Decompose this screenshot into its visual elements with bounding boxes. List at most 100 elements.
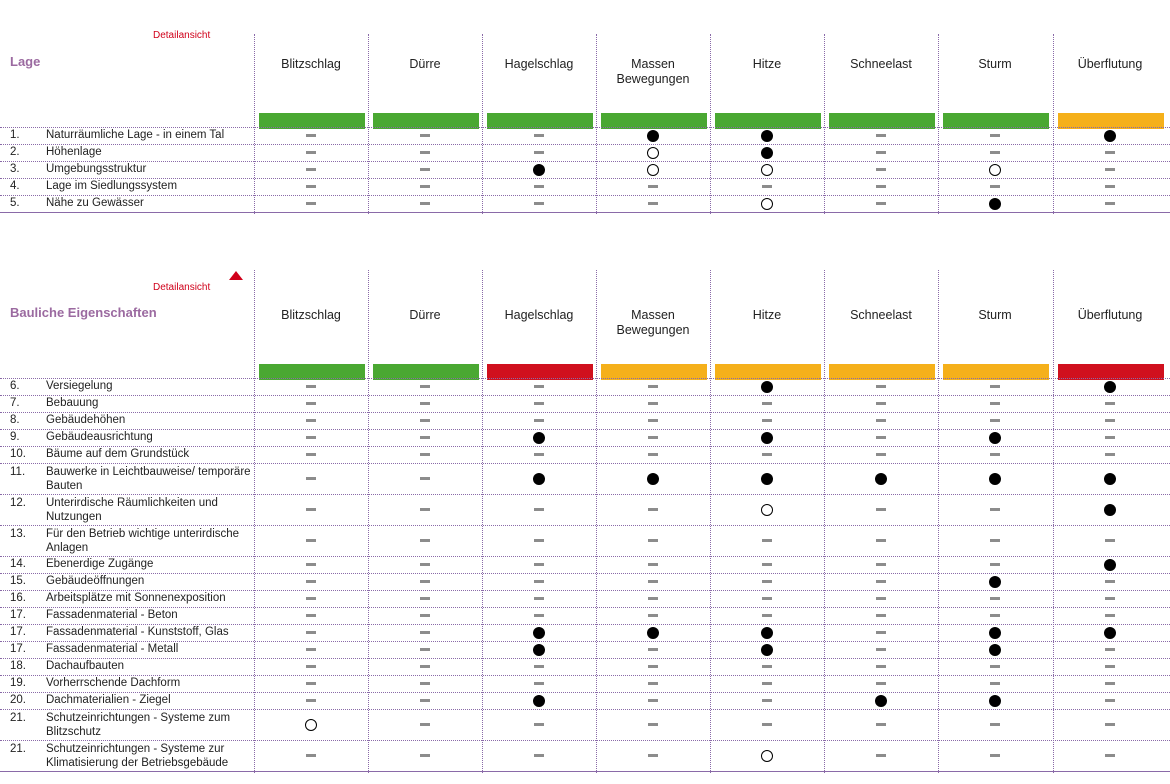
impact-cell	[482, 494, 596, 525]
impact-cell	[1053, 624, 1167, 641]
no-impact-dash-icon	[306, 580, 316, 583]
no-impact-dash-icon	[648, 614, 658, 617]
no-impact-dash-icon	[420, 682, 430, 685]
impact-cell	[710, 429, 824, 446]
row-number: 5.	[10, 197, 20, 209]
no-impact-dash-icon	[306, 168, 316, 171]
impact-cell	[482, 709, 596, 740]
impact-cell	[368, 525, 482, 556]
no-impact-dash-icon	[534, 665, 544, 668]
table-row: 8. Gebäudehöhen	[0, 412, 1170, 429]
impact-cell	[1053, 641, 1167, 658]
collapse-triangle-icon[interactable]	[229, 271, 243, 280]
column-hitze: Hitze	[710, 0, 824, 214]
risk-level-bar	[601, 113, 707, 129]
medium-impact-circle-icon	[989, 163, 1001, 176]
table-row: 21. Schutzeinrichtungen - Systeme zur Kli…	[0, 740, 1170, 771]
no-impact-dash-icon	[876, 151, 886, 154]
impact-cell	[254, 624, 368, 641]
impact-cell	[368, 195, 482, 212]
row-number: 11.	[10, 466, 26, 478]
risk-level-bar	[373, 113, 479, 129]
impact-cell	[254, 556, 368, 573]
row-number: 17.	[10, 643, 26, 655]
no-impact-dash-icon	[420, 453, 430, 456]
no-impact-dash-icon	[306, 699, 316, 702]
row-number: 2.	[10, 146, 20, 158]
no-impact-dash-icon	[534, 682, 544, 685]
detail-view-link[interactable]: Detailansicht	[153, 282, 211, 293]
column-divider	[596, 34, 597, 214]
no-impact-dash-icon	[762, 665, 772, 668]
no-impact-dash-icon	[762, 402, 772, 405]
impact-cell	[482, 525, 596, 556]
impact-cell	[1053, 195, 1167, 212]
impact-cell	[254, 675, 368, 692]
no-impact-dash-icon	[876, 419, 886, 422]
no-impact-dash-icon	[420, 151, 430, 154]
row-divider	[0, 161, 1170, 162]
detail-view-link[interactable]: Detailansicht	[153, 30, 211, 41]
impact-cell	[596, 494, 710, 525]
no-impact-dash-icon	[876, 597, 886, 600]
row-number: 13.	[10, 528, 26, 540]
impact-cell	[482, 675, 596, 692]
no-impact-dash-icon	[648, 754, 658, 757]
impact-cell	[482, 178, 596, 195]
impact-cell	[1053, 395, 1167, 412]
row-label: Lage im Siedlungssystem	[46, 180, 178, 192]
row-divider	[0, 494, 1170, 495]
no-impact-dash-icon	[648, 539, 658, 542]
impact-cell	[254, 573, 368, 590]
no-impact-dash-icon	[990, 385, 1000, 388]
column-hitze: Hitze	[710, 252, 824, 773]
risk-level-bar	[1058, 364, 1164, 380]
no-impact-dash-icon	[990, 682, 1000, 685]
row-label: Nähe zu Gewässer	[46, 197, 144, 209]
impact-cell	[482, 378, 596, 395]
column-header: Sturm	[978, 308, 1012, 322]
impact-cell	[824, 607, 938, 624]
no-impact-dash-icon	[876, 754, 886, 757]
row-label: Versiegelung	[46, 380, 113, 392]
impact-cell	[368, 494, 482, 525]
impact-cell	[938, 740, 1052, 771]
column-blitzschlag: Blitzschlag	[254, 252, 368, 773]
impact-cell	[254, 378, 368, 395]
table-row: 20. Dachmaterialien - Ziegel	[0, 692, 1170, 709]
no-impact-dash-icon	[876, 682, 886, 685]
impact-cell	[254, 395, 368, 412]
impact-cell	[596, 525, 710, 556]
impact-cell	[254, 446, 368, 463]
no-impact-dash-icon	[762, 185, 772, 188]
column-schneelast: Schneelast	[824, 0, 938, 214]
impact-cell	[482, 641, 596, 658]
row-divider	[0, 525, 1170, 526]
no-impact-dash-icon	[762, 539, 772, 542]
no-impact-dash-icon	[534, 185, 544, 188]
row-number: 18.	[10, 660, 26, 672]
high-impact-dot-icon	[989, 197, 1001, 210]
no-impact-dash-icon	[534, 539, 544, 542]
no-impact-dash-icon	[534, 563, 544, 566]
column-header: Massen Bewegungen	[616, 308, 690, 337]
impact-cell	[938, 378, 1052, 395]
no-impact-dash-icon	[876, 436, 886, 439]
no-impact-dash-icon	[762, 419, 772, 422]
impact-cell	[1053, 692, 1167, 709]
row-number: 7.	[10, 397, 20, 409]
no-impact-dash-icon	[762, 723, 772, 726]
no-impact-dash-icon	[534, 402, 544, 405]
no-impact-dash-icon	[648, 563, 658, 566]
no-impact-dash-icon	[1105, 665, 1115, 668]
table-row: 13. Für den Betrieb wichtige unterirdisch…	[0, 525, 1170, 556]
column-header: Überflutung	[1077, 57, 1143, 71]
impact-cell	[368, 573, 482, 590]
impact-cell	[368, 378, 482, 395]
impact-cell	[938, 525, 1052, 556]
column-divider	[710, 270, 711, 773]
table-row: 16. Arbeitsplätze mit Sonnenexposition	[0, 590, 1170, 607]
no-impact-dash-icon	[876, 648, 886, 651]
table-row: 9. Gebäudeausrichtung	[0, 429, 1170, 446]
impact-cell	[824, 378, 938, 395]
